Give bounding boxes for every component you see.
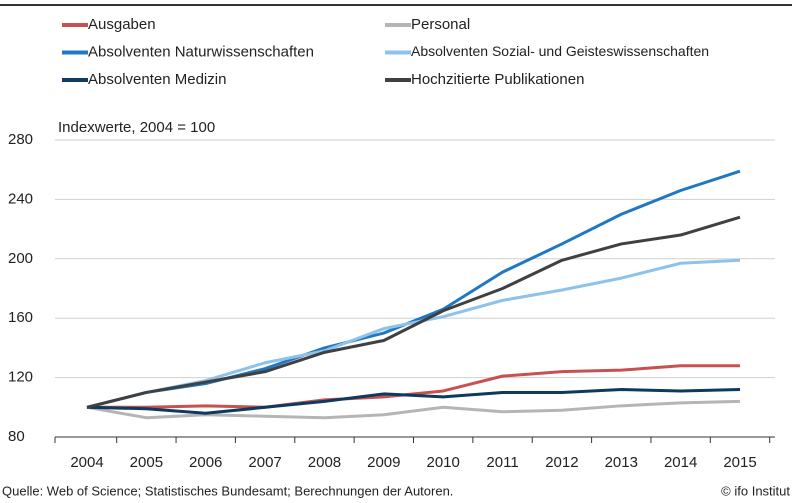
y-axis-label: Indexwerte, 2004 = 100 — [58, 119, 215, 136]
x-tick-label: 2006 — [189, 454, 222, 471]
series-line — [86, 169, 741, 409]
credit: © ifo Institut — [721, 483, 790, 498]
x-tick-label: 2008 — [308, 454, 341, 471]
x-tick-label: 2015 — [723, 454, 756, 471]
source: Quelle: Web of Science; Statistisches Bu… — [2, 483, 453, 498]
y-tick-label: 80 — [8, 428, 25, 445]
series-line — [86, 387, 741, 415]
y-tick-label: 280 — [8, 131, 33, 148]
legend-label: Personal — [411, 16, 470, 33]
y-tick-label: 160 — [8, 309, 33, 326]
x-tick-label: 2014 — [664, 454, 697, 471]
series-line — [86, 399, 741, 420]
legend-label: Hochzitierte Publikationen — [411, 71, 584, 88]
y-tick-label: 120 — [8, 369, 33, 386]
x-tick-label: 2005 — [130, 454, 163, 471]
legend-label: Absolventen Sozial- und Geisteswissensch… — [411, 43, 709, 59]
y-tick-label: 240 — [8, 190, 33, 207]
legend-label: Absolventen Naturwissenschaften — [88, 43, 314, 60]
x-tick-label: 2011 — [486, 454, 518, 471]
series-line — [86, 215, 741, 409]
y-tick-label: 200 — [8, 250, 33, 267]
x-tick-label: 2004 — [70, 454, 103, 471]
legend-label: Absolventen Medizin — [88, 71, 226, 88]
x-tick-label: 2013 — [605, 454, 638, 471]
x-tick-label: 2007 — [248, 454, 281, 471]
x-tick-label: 2012 — [545, 454, 578, 471]
legend-label: Ausgaben — [88, 16, 156, 33]
x-tick-label: 2010 — [426, 454, 459, 471]
x-tick-label: 2009 — [367, 454, 400, 471]
